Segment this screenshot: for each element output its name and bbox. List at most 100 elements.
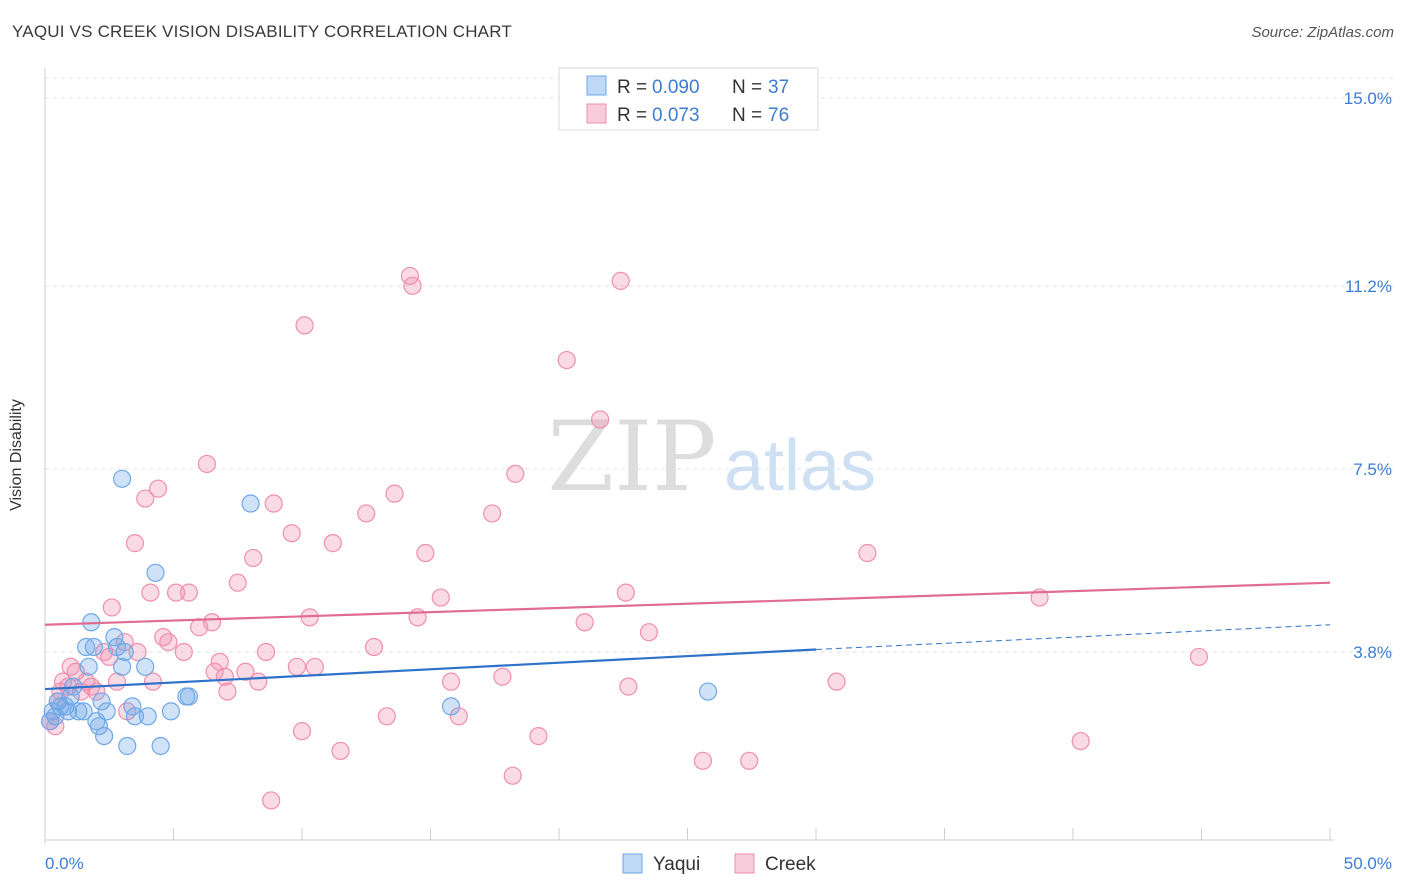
stats-r-label: R =	[617, 105, 647, 126]
creek-point	[305, 657, 324, 676]
creek-points	[41, 266, 1209, 810]
creek-point	[575, 613, 594, 632]
creek-point	[693, 751, 713, 770]
creek-point	[1071, 731, 1090, 751]
yaqui-point	[79, 657, 98, 676]
grid-lines	[45, 77, 1395, 653]
stats-n-value: 37	[768, 77, 789, 98]
stats-legend: R = 0.090 N = 37 R = 0.073 N = 76	[558, 67, 819, 131]
creek-point	[287, 657, 306, 676]
creek-point	[125, 534, 145, 553]
creek-point	[323, 534, 342, 553]
watermark: ZIP atlas	[547, 401, 876, 513]
stats-r-value: 0.073	[652, 105, 700, 126]
y-tick-label: 11.2%	[1345, 277, 1392, 296]
creek-point	[619, 677, 638, 696]
yaqui-point	[146, 563, 165, 582]
watermark-atlas: atlas	[724, 426, 876, 506]
yaqui-point	[112, 657, 132, 676]
creek-point	[215, 667, 234, 686]
trend-lines	[44, 581, 1331, 691]
creek-point	[236, 662, 255, 681]
creek-point	[262, 791, 281, 810]
yaqui-point	[92, 692, 111, 711]
creek-point	[483, 504, 502, 523]
stats-n-value: 76	[768, 105, 789, 126]
creek-point	[827, 672, 846, 691]
creek-point	[431, 588, 450, 607]
creek-point	[174, 642, 193, 662]
yaqui-point	[179, 687, 199, 706]
yaqui-point	[69, 702, 88, 721]
creek-point	[136, 489, 155, 508]
creek-point	[639, 623, 659, 642]
creek-point	[102, 598, 121, 617]
y-tick-label: 3.8%	[1353, 643, 1392, 662]
creek-point	[141, 583, 160, 602]
x-tick-labels: 0.0% 50.0%	[45, 854, 1392, 873]
creek-point	[449, 707, 468, 726]
creek-point	[403, 276, 422, 295]
x-tick-label: 50.0%	[1344, 854, 1392, 873]
yaqui-point	[161, 702, 181, 721]
y-tick-label: 7.5%	[1353, 460, 1392, 479]
creek-point	[591, 410, 610, 429]
creek-point	[179, 583, 199, 602]
yaqui-point	[125, 707, 145, 726]
yaqui-point	[89, 717, 109, 736]
y-tick-labels: 3.8% 7.5% 11.2% 15.0%	[1344, 89, 1392, 662]
creek-point	[256, 642, 276, 662]
creek-point	[154, 628, 173, 647]
creek-point	[228, 573, 247, 592]
creek-point	[218, 682, 237, 701]
creek-point	[143, 672, 163, 691]
creek-point	[148, 479, 168, 498]
creek-point	[166, 583, 186, 602]
stats-n-label: N =	[732, 105, 762, 126]
creek-point	[529, 726, 548, 746]
yaqui-point	[118, 736, 137, 756]
creek-point	[616, 583, 635, 602]
creek-point	[295, 316, 314, 335]
yaqui-trend-line	[44, 648, 817, 691]
yaqui-point	[95, 726, 114, 746]
creek-point	[1189, 647, 1209, 667]
watermark-zip: ZIP	[547, 401, 716, 513]
yaqui-point	[151, 736, 170, 756]
yaqui-point	[74, 702, 93, 721]
creek-point	[264, 494, 283, 513]
creek-point	[249, 672, 268, 691]
creek-point	[357, 504, 376, 523]
stats-legend-box	[558, 67, 819, 131]
stats-swatch	[586, 103, 607, 124]
yaqui-point	[115, 642, 134, 662]
creek-point	[740, 751, 759, 770]
yaqui-point	[136, 657, 155, 676]
yaqui-point	[97, 702, 116, 721]
yaqui-trend-extension	[815, 624, 1331, 650]
creek-point	[53, 672, 73, 691]
creek-point	[416, 543, 435, 563]
yaqui-point	[441, 697, 461, 716]
yaqui-points	[41, 469, 718, 756]
creek-point	[611, 271, 630, 290]
x-tick-label: 0.0%	[45, 854, 84, 873]
stats-r-label: R =	[617, 77, 647, 98]
creek-point	[858, 543, 877, 563]
creek-point	[202, 613, 222, 632]
yaqui-point	[698, 682, 718, 701]
stats-n-label: N =	[732, 77, 762, 98]
creek-point	[503, 766, 522, 785]
yaqui-point	[112, 469, 132, 488]
stats-swatch	[586, 75, 607, 96]
creek-point	[506, 464, 525, 483]
creek-point	[282, 524, 301, 543]
creek-point	[46, 717, 65, 736]
creek-point	[128, 642, 147, 662]
creek-point	[385, 484, 404, 503]
creek-point	[441, 672, 461, 691]
creek-point	[197, 454, 217, 474]
series-legend: Yaqui Creek	[622, 853, 816, 875]
creek-trend-line	[44, 581, 1331, 626]
y-tick-label: 15.0%	[1344, 89, 1392, 108]
